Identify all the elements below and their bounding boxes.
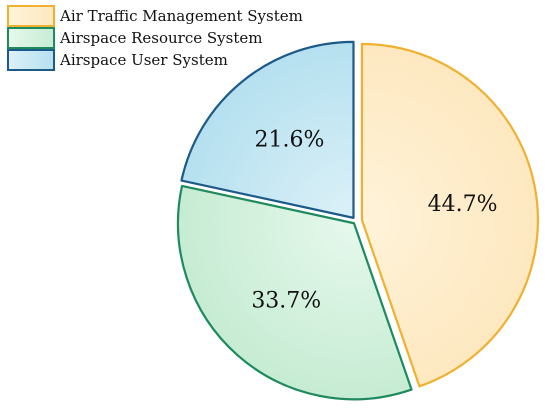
legend-label: Airspace User System <box>59 51 228 69</box>
legend-item-airspace-user-system: Airspace User System <box>7 49 228 71</box>
legend-swatch <box>7 27 55 49</box>
slice-label-airspace-resource-system: 33.7% <box>251 289 321 314</box>
legend-swatch <box>7 5 55 27</box>
pie-slice-air-traffic-management-system <box>360 42 540 388</box>
pie-slices <box>176 40 540 401</box>
pie-slice-airspace-resource-system <box>176 184 413 401</box>
legend-item-air-traffic-management-system: Air Traffic Management System <box>7 5 303 27</box>
pie-slice-airspace-user-system <box>180 40 355 219</box>
pie-slice-labels: 44.7% 33.7% 21.6% <box>251 127 497 313</box>
legend-swatch <box>7 49 55 71</box>
legend-item-airspace-resource-system: Airspace Resource System <box>7 27 262 49</box>
slice-label-air-traffic-management-system: 44.7% <box>428 192 498 217</box>
slice-label-airspace-user-system: 21.6% <box>254 127 324 152</box>
legend-label: Airspace Resource System <box>59 29 262 47</box>
legend-label: Air Traffic Management System <box>59 7 303 25</box>
legend: Air Traffic Management System Airspace Re… <box>7 5 303 71</box>
